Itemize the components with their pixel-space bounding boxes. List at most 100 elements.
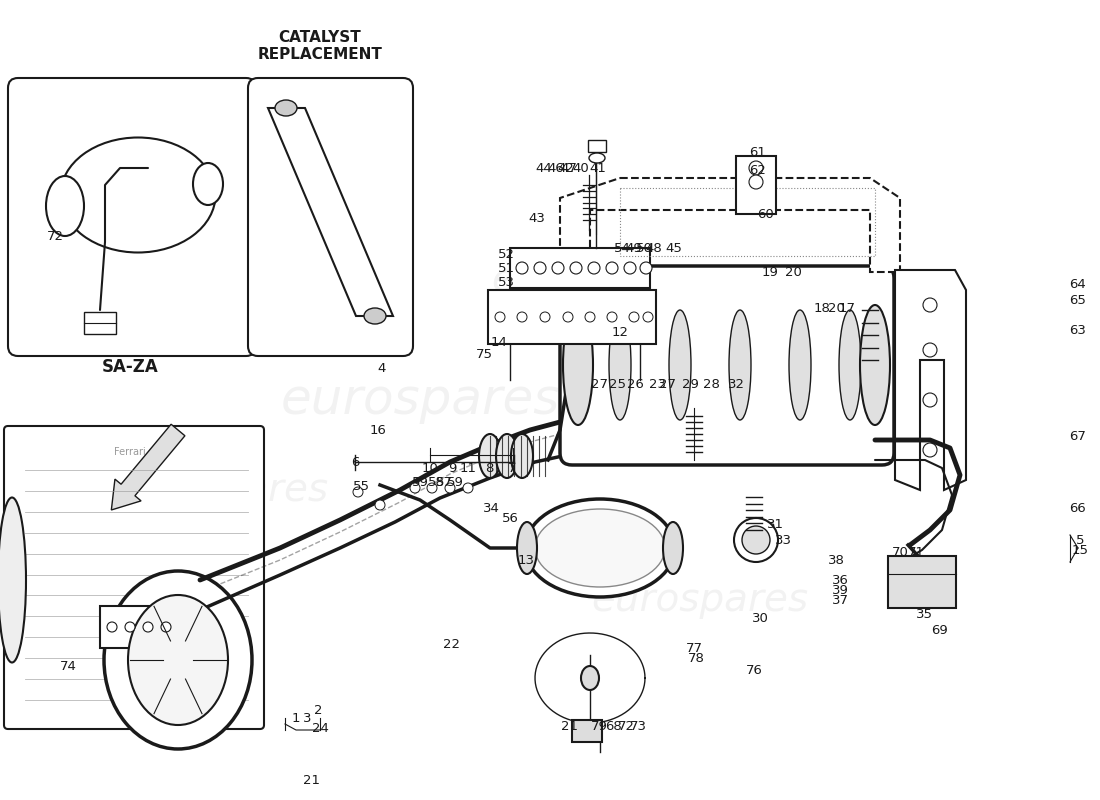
Text: 53: 53 (497, 275, 515, 289)
Circle shape (534, 262, 546, 274)
Text: SA-ZA: SA-ZA (101, 358, 158, 376)
Circle shape (923, 393, 937, 407)
Text: 14: 14 (491, 335, 507, 349)
Text: eurospares: eurospares (492, 261, 708, 299)
Ellipse shape (60, 138, 216, 253)
Text: 35: 35 (915, 609, 933, 622)
Circle shape (629, 312, 639, 322)
Circle shape (923, 443, 937, 457)
Ellipse shape (192, 163, 223, 205)
Text: 72: 72 (617, 719, 635, 733)
Ellipse shape (46, 176, 84, 236)
Circle shape (125, 622, 135, 632)
Circle shape (143, 622, 153, 632)
Bar (84, 312, 116, 334)
Ellipse shape (517, 522, 537, 574)
Text: 54: 54 (614, 242, 630, 254)
Text: 61: 61 (749, 146, 767, 158)
Text: 26: 26 (627, 378, 644, 390)
Text: 56: 56 (502, 511, 518, 525)
Text: 7: 7 (508, 462, 516, 475)
Text: CATALYST
REPLACEMENT: CATALYST REPLACEMENT (257, 30, 383, 62)
Circle shape (516, 262, 528, 274)
Text: 55: 55 (352, 479, 370, 493)
Bar (588, 140, 606, 152)
FancyBboxPatch shape (4, 426, 264, 729)
Circle shape (570, 262, 582, 274)
Circle shape (585, 312, 595, 322)
Text: 69: 69 (932, 623, 948, 637)
Text: 49: 49 (626, 242, 642, 254)
Text: eurospares: eurospares (111, 471, 329, 509)
Text: 13: 13 (517, 554, 535, 567)
Text: 24: 24 (311, 722, 329, 734)
FancyBboxPatch shape (560, 266, 894, 465)
Text: 40: 40 (573, 162, 590, 174)
Text: 60: 60 (758, 207, 774, 221)
Text: 25: 25 (608, 378, 626, 390)
Text: 20: 20 (784, 266, 802, 278)
Text: 57: 57 (436, 475, 452, 489)
Text: 6: 6 (351, 455, 360, 469)
Text: 1: 1 (292, 711, 300, 725)
Circle shape (353, 487, 363, 497)
Text: 18: 18 (814, 302, 830, 314)
Bar (510, 248, 650, 288)
Text: 20: 20 (827, 302, 845, 314)
Circle shape (495, 312, 505, 322)
Text: eurospares: eurospares (280, 376, 560, 424)
Polygon shape (560, 178, 900, 272)
Text: 46: 46 (548, 162, 564, 174)
Circle shape (923, 298, 937, 312)
Circle shape (446, 483, 455, 493)
Circle shape (607, 312, 617, 322)
Ellipse shape (535, 509, 666, 587)
Text: 17: 17 (838, 302, 856, 314)
Text: 45: 45 (666, 242, 682, 254)
Circle shape (644, 312, 653, 322)
Ellipse shape (496, 434, 518, 478)
Ellipse shape (860, 305, 890, 425)
Text: 16: 16 (370, 425, 386, 438)
Circle shape (375, 500, 385, 510)
Ellipse shape (734, 518, 778, 562)
Text: 43: 43 (529, 211, 546, 225)
Circle shape (107, 622, 117, 632)
Text: 8: 8 (485, 462, 493, 475)
Text: 15: 15 (1071, 545, 1089, 558)
Text: 67: 67 (1069, 430, 1087, 442)
Bar (100, 606, 185, 648)
Circle shape (463, 483, 473, 493)
Ellipse shape (563, 305, 593, 425)
Text: 37: 37 (832, 594, 848, 606)
Text: 74: 74 (59, 659, 76, 673)
Circle shape (923, 343, 937, 357)
Bar (736, 156, 776, 214)
Text: 28: 28 (703, 378, 719, 390)
Ellipse shape (478, 434, 500, 478)
Text: 77: 77 (685, 642, 703, 654)
Text: 12: 12 (612, 326, 628, 338)
Text: 31: 31 (767, 518, 783, 531)
Text: 70: 70 (892, 546, 909, 558)
Circle shape (427, 483, 437, 493)
Circle shape (749, 175, 763, 189)
Text: 65: 65 (1069, 294, 1087, 307)
Ellipse shape (525, 499, 675, 597)
Text: 38: 38 (827, 554, 845, 566)
Text: 64: 64 (1069, 278, 1087, 290)
Ellipse shape (364, 308, 386, 324)
Ellipse shape (512, 434, 534, 478)
Text: 2: 2 (314, 703, 322, 717)
Text: 63: 63 (1069, 323, 1087, 337)
Text: 41: 41 (590, 162, 606, 174)
Text: 52: 52 (497, 247, 515, 261)
Circle shape (624, 262, 636, 274)
Ellipse shape (588, 153, 605, 163)
Text: 32: 32 (727, 378, 745, 390)
Text: 71: 71 (908, 546, 924, 558)
Text: 79: 79 (591, 719, 607, 733)
Ellipse shape (609, 310, 631, 420)
Text: 5: 5 (1076, 534, 1085, 546)
Bar (572, 720, 602, 742)
